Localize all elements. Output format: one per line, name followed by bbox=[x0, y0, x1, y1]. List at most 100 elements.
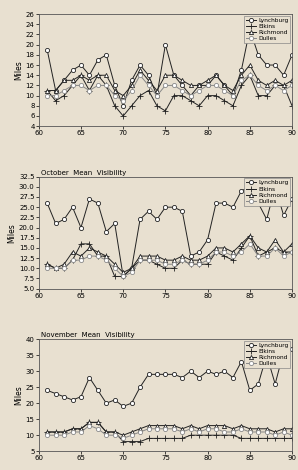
Dulles bbox=[172, 83, 176, 88]
Elkins bbox=[206, 261, 209, 267]
Richmond bbox=[155, 88, 159, 94]
Line: Dulles: Dulles bbox=[45, 242, 294, 279]
Lynchburg bbox=[62, 78, 66, 83]
Elkins bbox=[240, 436, 243, 441]
Dulles bbox=[164, 83, 167, 88]
Elkins bbox=[240, 245, 243, 251]
Dulles bbox=[214, 426, 218, 431]
Dulles bbox=[96, 426, 100, 431]
Elkins bbox=[189, 432, 193, 438]
Dulles bbox=[138, 72, 142, 78]
Dulles bbox=[223, 249, 226, 255]
Lynchburg bbox=[130, 400, 134, 406]
Lynchburg bbox=[147, 371, 150, 377]
Elkins bbox=[54, 98, 58, 103]
Elkins bbox=[231, 103, 235, 109]
Richmond bbox=[147, 78, 150, 83]
Richmond bbox=[79, 72, 83, 78]
Lynchburg bbox=[164, 371, 167, 377]
Dulles bbox=[79, 83, 83, 88]
Text: October  Mean  Visibility: October Mean Visibility bbox=[41, 170, 127, 175]
Lynchburg bbox=[257, 52, 260, 58]
Elkins bbox=[113, 429, 117, 435]
Elkins bbox=[257, 436, 260, 441]
Richmond bbox=[45, 429, 49, 435]
Lynchburg bbox=[54, 220, 58, 226]
Richmond bbox=[138, 253, 142, 259]
Dulles bbox=[155, 93, 159, 98]
Elkins bbox=[273, 83, 277, 88]
Dulles bbox=[45, 93, 49, 98]
Elkins bbox=[130, 266, 134, 271]
Lynchburg bbox=[273, 184, 277, 189]
Richmond bbox=[121, 270, 125, 275]
Lynchburg bbox=[231, 93, 235, 98]
Elkins bbox=[164, 266, 167, 271]
Dulles bbox=[54, 432, 58, 438]
Elkins bbox=[282, 249, 285, 255]
Elkins bbox=[248, 72, 252, 78]
Lynchburg bbox=[54, 391, 58, 396]
Lynchburg bbox=[214, 371, 218, 377]
Dulles bbox=[206, 426, 209, 431]
Richmond bbox=[223, 245, 226, 251]
Richmond bbox=[231, 249, 235, 255]
Elkins bbox=[189, 98, 193, 103]
Dulles bbox=[240, 78, 243, 83]
Dulles bbox=[88, 88, 91, 94]
Line: Elkins: Elkins bbox=[44, 72, 295, 119]
Richmond bbox=[71, 78, 74, 83]
Richmond bbox=[54, 429, 58, 435]
Dulles bbox=[121, 98, 125, 103]
Richmond bbox=[290, 426, 294, 431]
Elkins bbox=[138, 93, 142, 98]
Elkins bbox=[79, 72, 83, 78]
Lynchburg bbox=[181, 375, 184, 380]
Lynchburg bbox=[45, 200, 49, 206]
Richmond bbox=[88, 420, 91, 425]
Elkins bbox=[223, 98, 226, 103]
Richmond bbox=[71, 249, 74, 255]
Lynchburg bbox=[282, 212, 285, 218]
Lynchburg bbox=[88, 375, 91, 380]
Dulles bbox=[113, 266, 117, 271]
Elkins bbox=[147, 258, 150, 263]
Richmond bbox=[181, 253, 184, 259]
Lynchburg bbox=[121, 103, 125, 109]
Dulles bbox=[138, 258, 142, 263]
Lynchburg bbox=[231, 375, 235, 380]
Dulles bbox=[223, 88, 226, 94]
Elkins bbox=[181, 93, 184, 98]
Dulles bbox=[223, 429, 226, 435]
Richmond bbox=[96, 420, 100, 425]
Elkins bbox=[197, 432, 201, 438]
Lynchburg bbox=[231, 204, 235, 210]
Richmond bbox=[79, 253, 83, 259]
Richmond bbox=[54, 88, 58, 94]
Dulles bbox=[240, 426, 243, 431]
Lynchburg bbox=[164, 204, 167, 210]
Richmond bbox=[290, 241, 294, 247]
Richmond bbox=[62, 429, 66, 435]
Elkins bbox=[164, 108, 167, 114]
Elkins bbox=[79, 241, 83, 247]
Elkins bbox=[181, 436, 184, 441]
Dulles bbox=[71, 429, 74, 435]
Elkins bbox=[113, 274, 117, 279]
Dulles bbox=[54, 266, 58, 271]
Dulles bbox=[105, 83, 108, 88]
Richmond bbox=[265, 83, 268, 88]
Richmond bbox=[257, 245, 260, 251]
Lynchburg bbox=[206, 368, 209, 374]
Dulles bbox=[113, 93, 117, 98]
Elkins bbox=[257, 253, 260, 259]
Lynchburg bbox=[282, 72, 285, 78]
Dulles bbox=[257, 83, 260, 88]
Dulles bbox=[88, 253, 91, 259]
Dulles bbox=[248, 241, 252, 247]
Dulles bbox=[197, 88, 201, 94]
Lynchburg bbox=[96, 388, 100, 393]
Dulles bbox=[290, 83, 294, 88]
Dulles bbox=[231, 253, 235, 259]
Lynchburg bbox=[240, 188, 243, 194]
